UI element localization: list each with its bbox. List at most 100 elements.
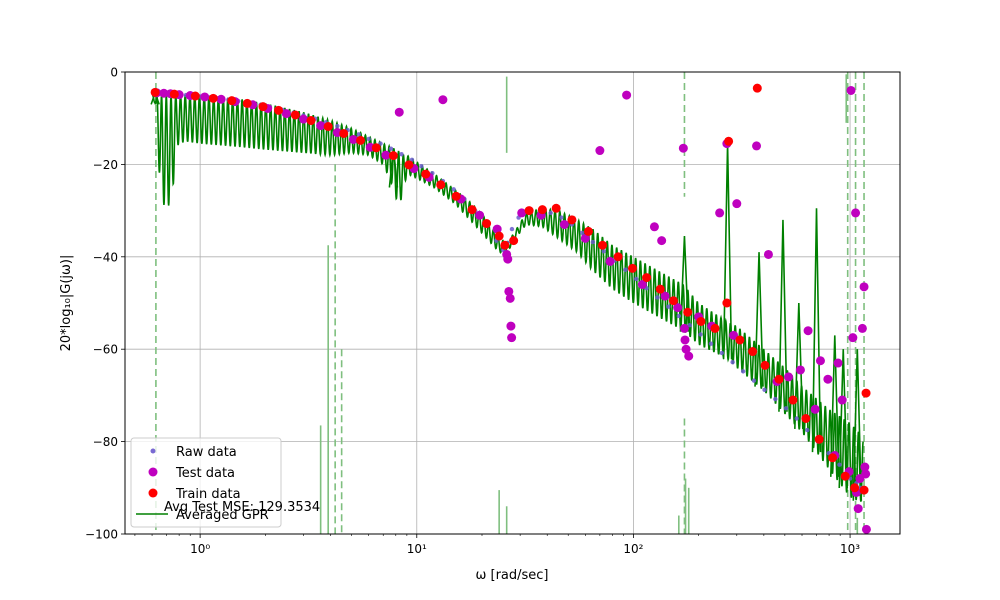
test-point (559, 219, 569, 229)
gpr-peak (838, 349, 849, 489)
test-point (492, 224, 502, 234)
raw-point (783, 406, 789, 411)
test-point (837, 395, 847, 405)
legend-test-marker (148, 467, 158, 477)
raw-point (579, 230, 585, 235)
test-point (684, 351, 694, 361)
x-tick-label: 10² (623, 542, 643, 556)
train-point (642, 273, 652, 283)
raw-point (687, 322, 692, 328)
y-tick-label: −40 (93, 250, 118, 264)
test-point (752, 141, 762, 151)
raw-point (399, 152, 404, 157)
train-point (371, 143, 381, 153)
raw-point (366, 136, 371, 142)
train-point (627, 263, 637, 273)
test-point (637, 280, 647, 290)
raw-point (676, 313, 682, 319)
train-point (583, 226, 593, 236)
train-point (696, 316, 706, 326)
test-point (622, 90, 632, 100)
raw-point (719, 350, 725, 356)
raw-point (601, 249, 607, 254)
test-point (860, 462, 870, 472)
test-point (861, 524, 871, 534)
y-tick-label: −100 (85, 528, 118, 542)
test-point (715, 208, 725, 218)
raw-point (740, 369, 746, 374)
test-point (394, 107, 404, 117)
test-point (859, 282, 869, 292)
train-point (421, 169, 431, 179)
test-point (580, 233, 590, 243)
train-point (150, 87, 160, 97)
train-point (524, 206, 534, 216)
train-point (722, 298, 732, 308)
train-point (801, 414, 811, 423)
legend-raw-label: Raw data (176, 445, 237, 460)
train-point (850, 483, 860, 493)
raw-point (559, 215, 564, 220)
raw-point (335, 123, 340, 129)
train-point (356, 135, 366, 145)
train-point (655, 284, 665, 294)
raw-point (751, 378, 757, 383)
raw-point (805, 427, 810, 433)
raw-point (419, 164, 424, 169)
test-point (649, 222, 659, 232)
raw-point (708, 341, 714, 346)
test-point (281, 109, 291, 119)
raw-point (590, 239, 596, 245)
test-point (853, 504, 863, 514)
x-tick-label: 10³ (840, 542, 860, 556)
train-point (752, 83, 762, 93)
raw-point (548, 210, 553, 216)
test-point (595, 146, 605, 156)
x-tick-label: 10⁰ (190, 542, 210, 556)
y-tick-label: −80 (93, 435, 118, 449)
test-point (475, 210, 485, 220)
train-point (814, 434, 824, 444)
test-point (507, 333, 517, 343)
train-point (774, 374, 784, 384)
test-point (506, 321, 516, 331)
legend: Raw data Test data Train data Averaged G… (130, 437, 282, 528)
raw-point (509, 226, 515, 232)
raw-point (634, 276, 639, 282)
test-point (763, 249, 773, 259)
test-point (823, 374, 833, 384)
test-point (857, 323, 867, 333)
raw-point (356, 132, 361, 137)
train-point (436, 180, 446, 190)
raw-point (388, 146, 394, 151)
train-point (500, 240, 510, 250)
test-point (784, 372, 794, 382)
train-point (859, 485, 869, 495)
x-axis-ticks: 10⁰ 10¹ 10² 10³ (134, 534, 860, 556)
gpr-peak (388, 148, 399, 188)
test-point (678, 143, 688, 153)
legend-train-label: Train data (175, 487, 241, 502)
train-point (537, 205, 547, 215)
train-point (190, 91, 200, 101)
train-point (788, 395, 798, 405)
y-tick-label: 0 (110, 66, 118, 80)
test-point (681, 344, 691, 354)
uncertainty-lines (155, 72, 865, 534)
test-point (505, 293, 515, 303)
train-point (668, 296, 678, 306)
test-point (200, 92, 210, 102)
mse-annotation: Avg Test MSE: 129.3534 (164, 500, 320, 515)
raw-point (451, 187, 456, 192)
raw-point (623, 267, 628, 272)
y-tick-label: −60 (93, 343, 118, 357)
gpr-peak (778, 219, 788, 412)
raw-point (794, 416, 799, 421)
test-point (299, 114, 308, 124)
legend-test-label: Test data (175, 466, 235, 481)
y-axis-label: 20*log₁₀|G(jω)| (59, 255, 74, 352)
gpr-peak (754, 252, 764, 387)
test-point (861, 469, 871, 479)
raw-point (837, 462, 842, 467)
